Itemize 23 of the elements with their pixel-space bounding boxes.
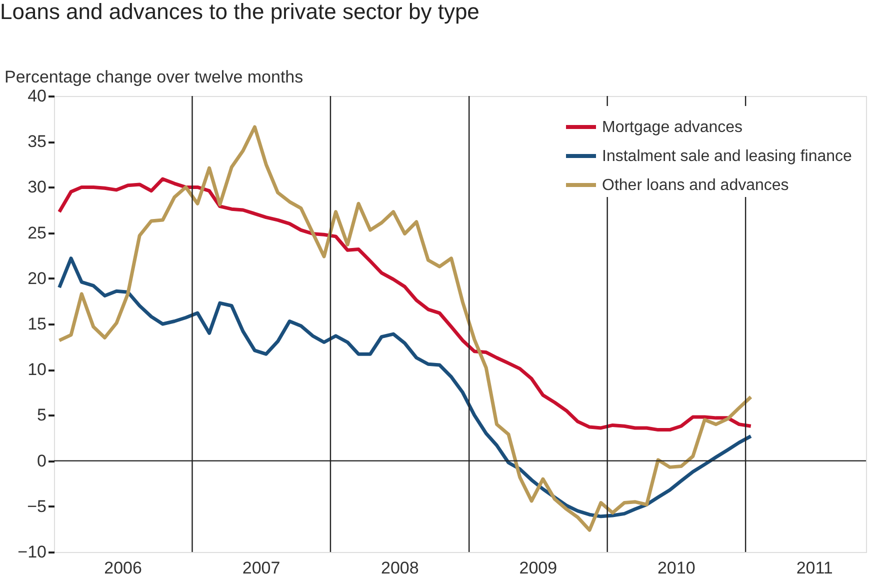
y-tick-label: 25 [28, 223, 46, 242]
legend-label: Mortgage advances [602, 119, 743, 136]
y-tick-label: 15 [28, 314, 46, 334]
y-tick-label: 5 [37, 406, 46, 425]
y-tick-label: 40 [28, 86, 46, 106]
x-tick-label: 2010 [657, 558, 696, 578]
x-tick-label: 2009 [519, 558, 558, 578]
y-axis-title: Percentage change over twelve months [4, 68, 304, 86]
chart-title: Loans and advances to the private sector by type [0, 0, 480, 24]
legend-label: Other loans and advances [602, 177, 789, 194]
y-tick-label: 20 [28, 268, 46, 288]
legend-label: Instalment sale and leasing finance [602, 148, 852, 165]
x-tick-label: 2011 [796, 558, 833, 578]
x-tick-label: 2007 [242, 558, 280, 578]
y-tick-label: 30 [28, 178, 46, 197]
line-series [58, 256, 753, 518]
x-tick-label: 2008 [380, 558, 419, 578]
y-tick-label: 10 [28, 360, 46, 380]
y-tick-label: 0 [37, 451, 46, 470]
y-tick-label: 35 [28, 132, 46, 152]
y-tick-label: −10 [18, 542, 46, 562]
x-tick-label: 2006 [104, 558, 142, 578]
y-tick-label: −5 [27, 496, 46, 516]
